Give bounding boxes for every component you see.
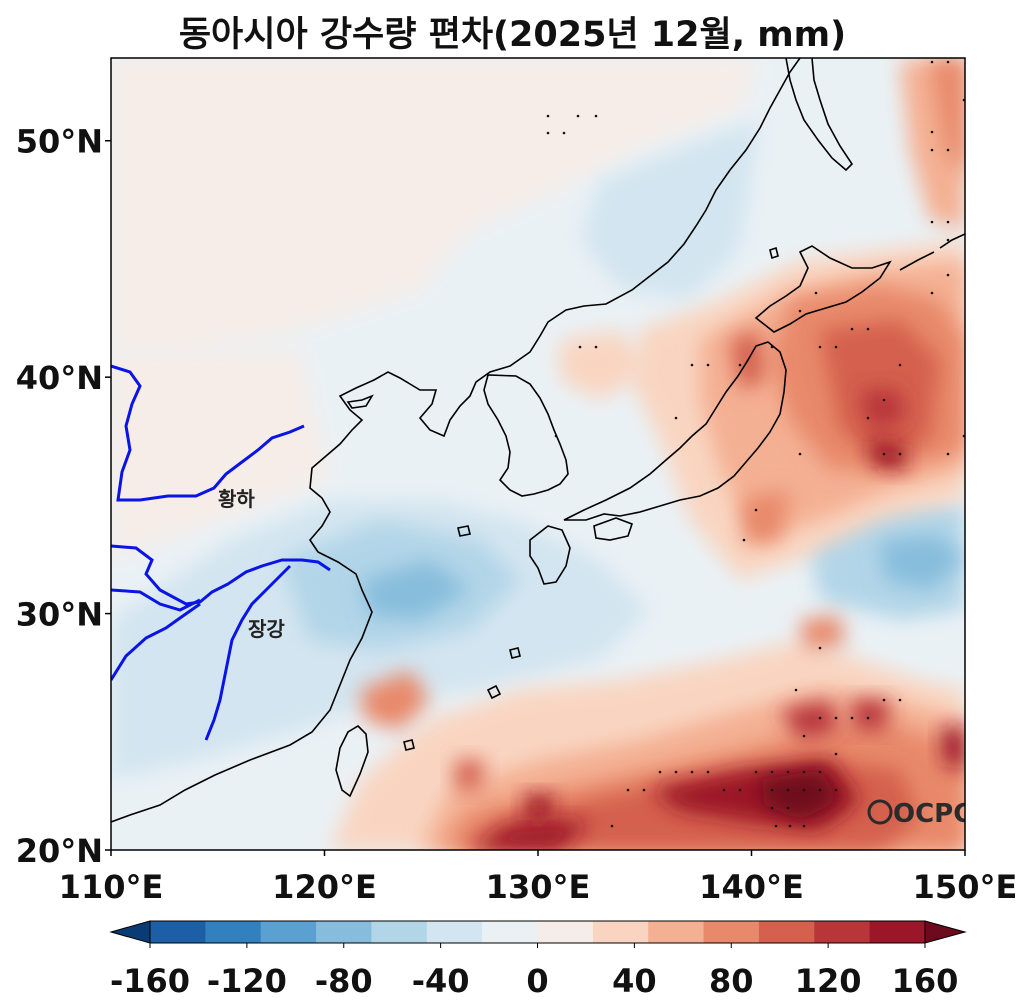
colorbar [109,920,967,944]
lat-tick-label: 50°N [16,123,103,161]
map-title: 동아시아 강수량 편차(2025년 12월, mm) [178,15,847,55]
colorbar-tick-label: -160 [110,962,190,1000]
colorbar-min-extension [109,920,151,944]
yangtze-label: 장강 [248,617,285,641]
colorbar-tick-label: -40 [412,962,470,1000]
colorbar-segment [758,921,815,943]
colorbar-tick-label: 160 [892,962,959,1000]
colorbar-segment [316,921,372,943]
colorbar-segment [648,921,705,943]
yangtze-river [111,544,331,606]
lon-tick-label: 150°E [913,868,1018,906]
lat-tick-label: 20°N [16,832,103,870]
colorbar-segment [150,921,206,943]
yellow-river-label: 황하 [218,487,255,511]
lat-tick-label: 30°N [16,596,103,634]
coastlines [111,58,965,823]
colorbar-segment [371,921,428,943]
rivers [111,364,331,741]
lat-tick-label: 40°N [16,359,103,397]
colorbar-tick-label: 80 [709,962,754,1000]
svg-text:OCPC: OCPC [893,799,972,829]
colorbar-tick-label: 0 [526,962,548,1000]
lon-tick-label: 130°E [486,868,591,906]
lon-tick-label: 110°E [59,868,164,906]
colorbar-max-extension [924,920,967,944]
lon-tick-label: 120°E [272,868,377,906]
yellow-river [111,364,305,502]
anomaly-field: OCPC [111,58,972,850]
colorbar-tick-label: 40 [612,962,657,1000]
colorbar-segment [869,921,926,943]
colorbar-segment [260,921,317,943]
colorbar-segment [205,921,262,943]
colorbar-segment [426,921,483,943]
colorbar-segment [592,921,649,943]
colorbar-segment [482,921,538,943]
colorbar-tick-label: 120 [795,962,862,1000]
significance-stipple [546,60,965,828]
colorbar-ticks: -160 -120 -80 -40 0 40 80 120 160 [110,943,958,1000]
colorbar-segment [537,921,594,943]
colorbar-segment [814,921,871,943]
longitude-axis: 110°E 120°E 130°E 140°E 150°E [59,850,1018,906]
lon-tick-label: 140°E [699,868,804,906]
latitude-axis: 20°N 30°N 40°N 50°N [16,123,111,870]
colorbar-segment [703,921,760,943]
colorbar-tick-label: -120 [207,962,287,1000]
colorbar-tick-label: -80 [315,962,373,1000]
ocpc-logo: OCPC [867,799,972,829]
